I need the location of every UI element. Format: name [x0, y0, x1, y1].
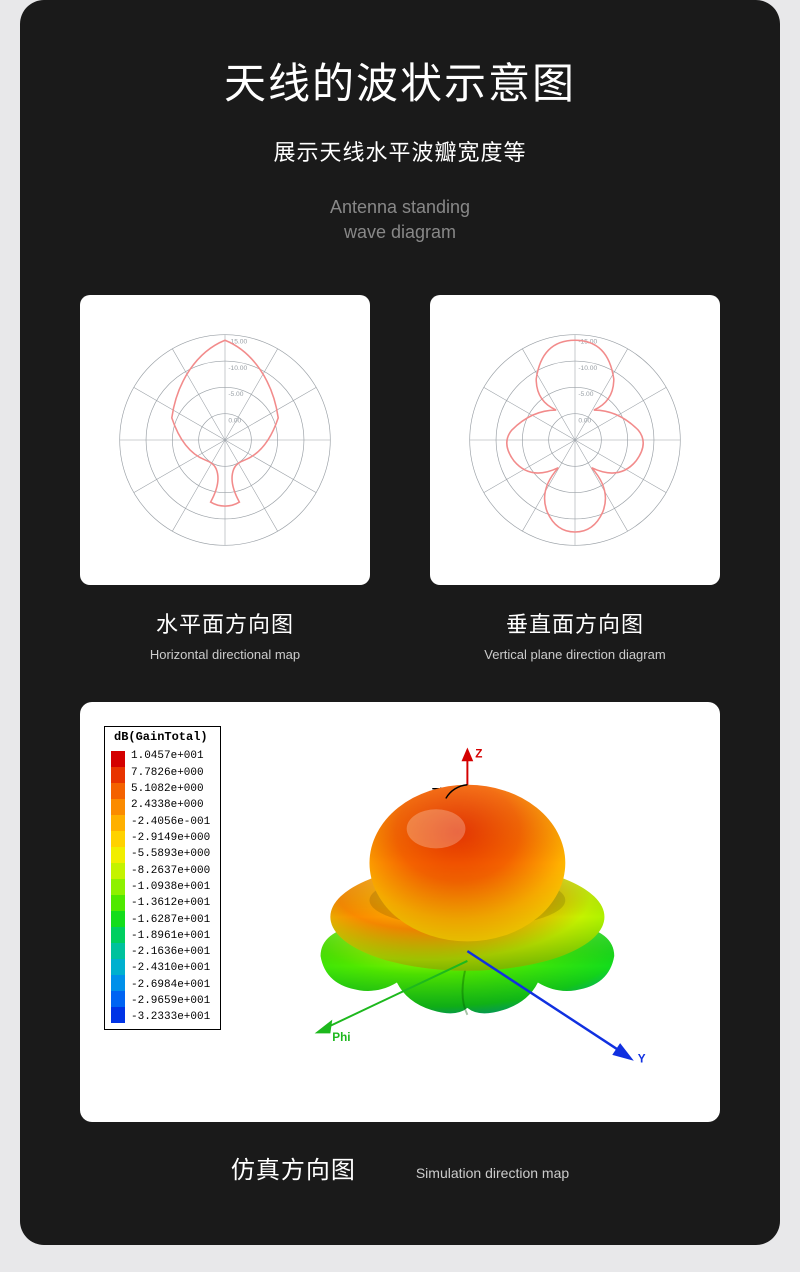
left-title-en: Horizontal directional map — [150, 647, 300, 662]
horizontal-pattern-panel: 0.00 -5.00 -10.00 -15.00 水平面方向图 Horizontal … — [80, 295, 370, 662]
main-title: 天线的波状示意图 — [80, 50, 720, 111]
top-dome — [370, 785, 566, 942]
legend-value: -1.3612e+001 — [131, 898, 210, 909]
legend-value: 1.0457e+001 — [131, 751, 210, 762]
left-title-cn: 水平面方向图 — [156, 607, 294, 639]
legend-value: -1.0938e+001 — [131, 882, 210, 893]
legend-title: dB(GainTotal) — [114, 730, 208, 744]
infographic-card: 天线的波状示意图 展示天线水平波瓣宽度等 Antenna standing wa… — [20, 0, 780, 1245]
legend-value: 5.1082e+000 — [131, 784, 210, 795]
subtitle-en: Antenna standing wave diagram — [80, 195, 720, 245]
gain-3d-visualization: Z Theta — [239, 726, 696, 1098]
colormap-bar — [111, 751, 125, 1023]
subtitle-en-line2: wave diagram — [344, 222, 456, 242]
svg-text:-15.00: -15.00 — [228, 339, 247, 346]
svg-text:0.00: 0.00 — [578, 418, 591, 425]
polar-row: 0.00 -5.00 -10.00 -15.00 水平面方向图 Horizontal … — [80, 295, 720, 662]
svg-text:-5.00: -5.00 — [228, 392, 243, 399]
legend-value: -2.9149e+000 — [131, 833, 210, 844]
axis-phi-label: Phi — [333, 1032, 351, 1045]
right-title-cn: 垂直面方向图 — [506, 607, 644, 639]
legend-value: -5.5893e+000 — [131, 849, 210, 860]
svg-text:-10.00: -10.00 — [228, 365, 247, 372]
svg-text:0.00: 0.00 — [228, 418, 241, 425]
vertical-polar-plot: 0.00-5.00-10.00-15.00 — [430, 295, 720, 585]
axis-y-label: Y — [638, 1053, 646, 1066]
legend-values: 1.0457e+001 7.7826e+000 5.1082e+000 2.4338e… — [131, 751, 210, 1023]
legend-value: -2.4056e-001 — [131, 817, 210, 828]
subtitle-cn: 展示天线水平波瓣宽度等 — [80, 135, 720, 167]
legend-value: -1.8961e+001 — [131, 931, 210, 942]
legend-value: -2.6984e+001 — [131, 980, 210, 991]
sim-title-en: Simulation direction map — [416, 1165, 569, 1181]
right-title-en: Vertical plane direction diagram — [484, 647, 665, 662]
svg-text:-10.00: -10.00 — [578, 365, 597, 372]
axis-z-label: Z — [475, 748, 482, 761]
svg-text:-5.00: -5.00 — [578, 392, 593, 399]
vertical-pattern-panel: 0.00-5.00-10.00-15.00 垂直面方向图 Vertical pl… — [430, 295, 720, 662]
legend-value: -1.6287e+001 — [131, 915, 210, 926]
horizontal-polar-plot: 0.00 -5.00 -10.00 -15.00 — [80, 295, 370, 585]
legend-value: 7.7826e+000 — [131, 768, 210, 779]
legend-value: -8.2637e+000 — [131, 866, 210, 877]
subtitle-en-line1: Antenna standing — [330, 197, 470, 217]
legend-value: -2.4310e+001 — [131, 963, 210, 974]
legend-value: -2.9659e+001 — [131, 996, 210, 1007]
sim-title-cn: 仿真方向图 — [231, 1150, 356, 1185]
simulation-3d-panel: dB(GainTotal) 1.0457e+001 7.7826e+000 5.10… — [80, 702, 720, 1122]
legend-value: -2.1636e+001 — [131, 947, 210, 958]
legend-value: -3.2333e+001 — [131, 1012, 210, 1023]
sim-bottom-labels: 仿真方向图 Simulation direction map — [80, 1150, 720, 1185]
legend-box: 1.0457e+001 7.7826e+000 5.1082e+000 2.4338e… — [104, 726, 221, 1030]
legend-value: 2.4338e+000 — [131, 800, 210, 811]
